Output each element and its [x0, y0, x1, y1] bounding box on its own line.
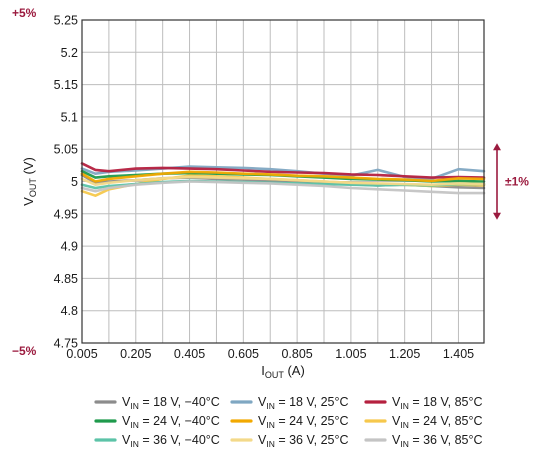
legend-label: VIN = 18 V, 85°C [392, 395, 483, 411]
y-tick-label: 5 [71, 175, 78, 189]
y-tick-label: 5.2 [61, 46, 78, 60]
legend-label: VIN = 18 V, −40°C [122, 395, 220, 411]
y-tick-label: 4.8 [61, 304, 78, 318]
y-tick-label: 4.95 [54, 207, 78, 221]
y-tick-label: 5.25 [54, 14, 78, 28]
x-tick-label: 0.405 [174, 347, 205, 361]
tick-labels: 4.75 4.8 4.85 4.9 4.95 5 5.05 5.1 5.15 5.2 5.25 0.0… [54, 14, 474, 362]
legend-label: VIN = 24 V, −40°C [122, 414, 220, 430]
y-tick-label: 5.15 [54, 78, 78, 92]
y-axis-title: VOUT (V) [21, 157, 38, 206]
arrow-head-up [493, 143, 501, 151]
x-tick-label: 0.005 [66, 347, 97, 361]
legend-label: VIN = 36 V, 25°C [258, 433, 349, 449]
y-tick-label: 4.9 [61, 240, 78, 254]
y-tick-label: 4.75 [54, 337, 78, 351]
series-line [80, 162, 486, 179]
arrow-head-down [493, 212, 501, 220]
legend-label: VIN = 24 V, 25°C [258, 414, 349, 430]
y-axis-title-main: V [21, 197, 36, 206]
legend-label: VIN = 36 V, 85°C [392, 433, 483, 449]
legend-label: VIN = 24 V, 85°C [392, 414, 483, 430]
series-line [80, 170, 486, 183]
series-line [80, 175, 486, 186]
legend: VIN = 18 V, −40°C VIN = 18 V, 25°C VIN = 1… [94, 395, 483, 449]
y-tick-label: 5.05 [54, 143, 78, 157]
plot-frame [81, 19, 485, 344]
series-layer [80, 162, 486, 197]
legend-label: VIN = 36 V, −40°C [122, 433, 220, 449]
series-line [80, 180, 486, 195]
x-tick-label: 0.205 [120, 347, 151, 361]
plus-5-percent-label: +5% [12, 6, 37, 20]
y-tick-label: 4.85 [54, 272, 78, 286]
x-axis-title-suffix: (A) [284, 363, 305, 378]
tolerance-arrow-icon [493, 143, 501, 220]
x-tick-label: 1.005 [335, 347, 366, 361]
legend-label: VIN = 18 V, 25°C [258, 395, 349, 411]
x-tick-label: 0.605 [228, 347, 259, 361]
y-axis-title-suffix: (V) [21, 157, 36, 178]
minus-5-percent-label: −5% [12, 344, 37, 358]
y-axis-title-sub: OUT [28, 178, 38, 198]
x-tick-label: 1.405 [443, 347, 474, 361]
x-axis-title-main: I [261, 363, 265, 378]
x-axis-title: IOUT (A) [261, 363, 305, 380]
x-axis-title-sub: OUT [265, 370, 285, 380]
tolerance-band-label: ±1% [505, 175, 529, 189]
y-tick-label: 5.1 [61, 110, 78, 124]
x-tick-label: 0.805 [281, 347, 312, 361]
x-tick-label: 1.205 [389, 347, 420, 361]
